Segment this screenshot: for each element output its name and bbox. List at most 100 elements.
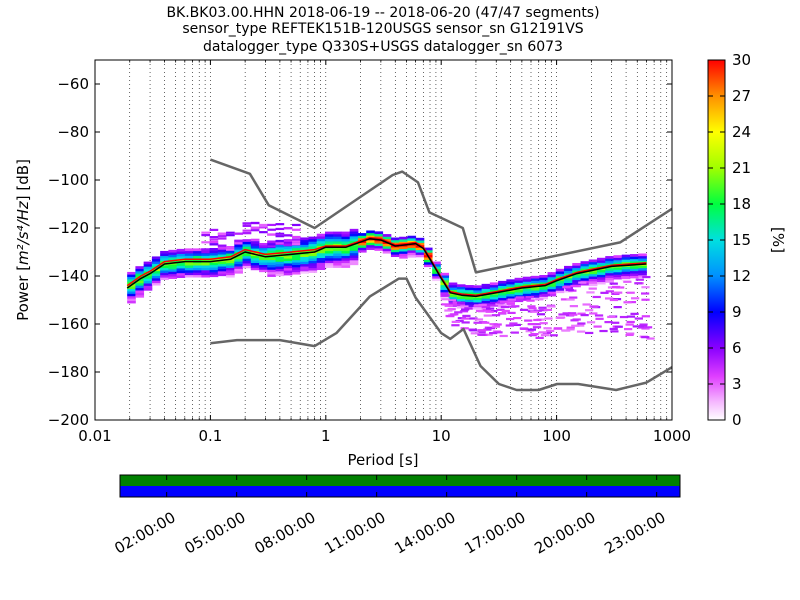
y-axis-label-units: m²/s⁴/Hz xyxy=(14,200,32,265)
heatmap-cell xyxy=(588,266,598,270)
heatmap-cell xyxy=(555,290,565,294)
heatmap-cell xyxy=(613,276,623,280)
heatmap-cell xyxy=(440,275,450,278)
heatmap-cell xyxy=(283,258,293,261)
heatmap-cell xyxy=(555,276,565,279)
heatmap-cell xyxy=(499,300,509,303)
heatmap-cell xyxy=(597,281,606,285)
heatmap-cell xyxy=(349,252,359,256)
heatmap-cell xyxy=(543,308,552,311)
heatmap-cell xyxy=(300,247,309,250)
heatmap-cell xyxy=(250,229,260,232)
heatmap-cell xyxy=(316,257,326,261)
heatmap-cell xyxy=(465,301,474,305)
heatmap-cell xyxy=(399,248,408,252)
heatmap-cell xyxy=(514,294,524,298)
heatmap-cell xyxy=(481,283,491,287)
heatmap-cell xyxy=(634,282,643,285)
heatmap-cell xyxy=(473,299,483,303)
heatmap-cell xyxy=(605,263,614,266)
heatmap-cell xyxy=(184,248,194,252)
heatmap-cell xyxy=(151,282,161,286)
heatmap-cell xyxy=(506,281,515,285)
heatmap-cell xyxy=(530,333,539,336)
heatmap-cell xyxy=(316,267,326,271)
heatmap-cell xyxy=(423,264,433,268)
heatmap-cell xyxy=(292,228,301,231)
heatmap-cell xyxy=(498,285,507,289)
heatmap-cell xyxy=(399,239,408,242)
heatmap-cell xyxy=(621,276,630,279)
heatmap-cell xyxy=(242,263,252,266)
heatmap-cell xyxy=(572,262,581,266)
heatmap-cell xyxy=(209,228,219,232)
heatmap-cell xyxy=(259,250,268,253)
heatmap-cell xyxy=(541,293,550,297)
heatmap-cell xyxy=(613,255,623,258)
heatmap-cell xyxy=(267,228,276,231)
heatmap-cell xyxy=(333,238,342,242)
heatmap-cell xyxy=(201,253,210,256)
heatmap-cell xyxy=(217,266,227,269)
heatmap-cell xyxy=(143,278,153,282)
heatmap-cell xyxy=(562,312,571,315)
heatmap-cell xyxy=(226,248,235,251)
heatmap-cell xyxy=(621,266,631,270)
timeline-label: 14:00:00 xyxy=(391,508,458,557)
heatmap-cell xyxy=(456,291,466,295)
heatmap-cell xyxy=(456,286,466,290)
heatmap-cell xyxy=(267,247,276,251)
heatmap-cell xyxy=(514,289,524,293)
y-axis-label-suffix: ] [dB] xyxy=(14,159,32,201)
heatmap-cell xyxy=(308,258,318,261)
heatmap-cell xyxy=(415,240,425,243)
heatmap-cell xyxy=(333,253,342,256)
heatmap-cell xyxy=(349,228,359,232)
heatmap-cell xyxy=(184,265,194,268)
heatmap-cell xyxy=(555,288,565,291)
heatmap-cell xyxy=(349,231,359,234)
heatmap-cell xyxy=(531,287,540,291)
heatmap-cell xyxy=(407,250,417,253)
heatmap-cell xyxy=(473,285,483,289)
heatmap-cell xyxy=(151,273,161,276)
chart-title-line-1: BK.BK03.00.HHN 2018-06-19 -- 2018-06-20 … xyxy=(166,5,599,21)
heatmap-cell xyxy=(151,275,161,279)
heatmap-cell xyxy=(184,262,194,266)
heatmap-cell xyxy=(580,282,590,286)
heatmap-cell xyxy=(366,244,375,248)
heatmap-cell xyxy=(456,303,466,307)
colorbar-tick-label: 0 xyxy=(732,411,742,429)
heatmap-cell xyxy=(482,309,492,312)
y-tick-label: −160 xyxy=(48,315,89,333)
heatmap-cell xyxy=(621,273,631,277)
heatmap-cell xyxy=(275,268,285,272)
heatmap-cell xyxy=(580,261,590,264)
timeline-bar-bottom xyxy=(120,486,680,497)
heatmap-cell xyxy=(567,312,577,315)
heatmap-cell xyxy=(611,292,620,295)
heatmap-cell xyxy=(580,313,589,317)
heatmap-cell xyxy=(234,239,243,242)
heatmap-cell xyxy=(440,284,450,288)
heatmap-cell xyxy=(595,317,604,320)
heatmap-cell xyxy=(539,282,548,285)
heatmap-cell xyxy=(588,264,598,267)
heatmap-cell xyxy=(448,296,458,300)
heatmap-cell xyxy=(201,272,210,276)
heatmap-cell xyxy=(283,239,293,242)
heatmap-cell xyxy=(562,286,571,289)
heatmap-cell xyxy=(475,309,485,313)
heatmap-cell xyxy=(585,331,594,335)
heatmap-cell xyxy=(308,239,318,242)
heatmap-cell xyxy=(456,289,466,292)
heatmap-cell xyxy=(432,278,441,282)
timeline-label: 23:00:00 xyxy=(601,508,668,557)
heatmap-cell xyxy=(226,262,235,266)
heatmap-cell xyxy=(632,325,641,328)
heatmap-cell xyxy=(176,270,186,274)
heatmap-cell xyxy=(531,283,540,286)
heatmap-cell xyxy=(193,253,202,256)
timeline-label: 08:00:00 xyxy=(251,508,318,557)
heatmap-cell xyxy=(514,280,524,283)
